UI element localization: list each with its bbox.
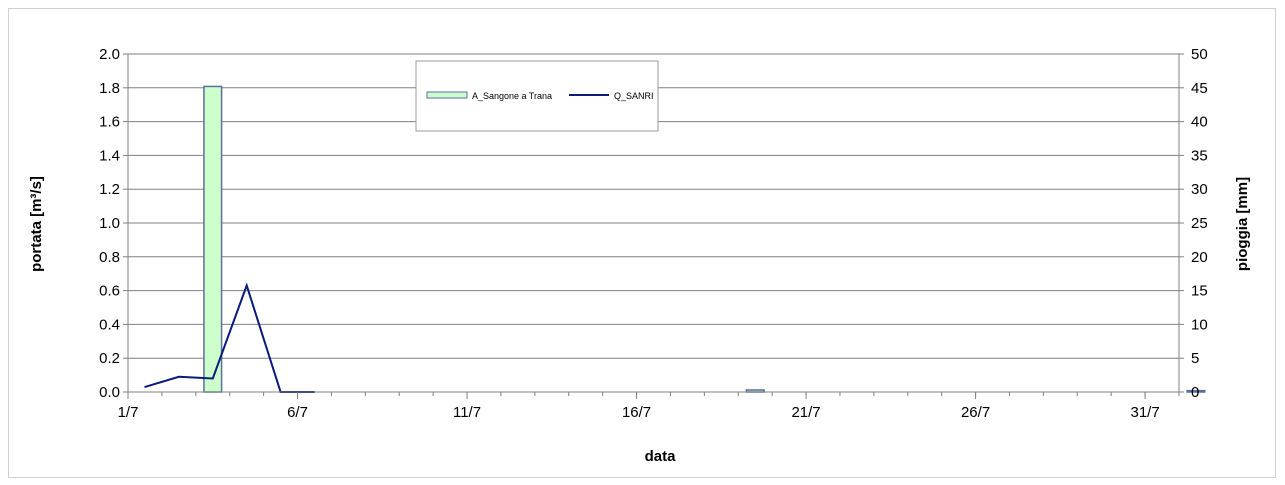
x-tick-label: 31/7 [1130, 404, 1159, 421]
y-right-tick-label: 10 [1191, 316, 1208, 333]
line-point [245, 284, 248, 287]
y-left-tick-label: 1.0 [99, 215, 120, 232]
ticks-layer: 0.0 0.2 0.4 0.6 0.8 1.0 1.2 1.4 1.6 1.8 2.0 0 5 10 15 2… [99, 46, 1208, 421]
legend-line-label: Q_SANRI [614, 91, 654, 101]
y-right-tick-label: 40 [1191, 114, 1208, 131]
bar-rain [203, 85, 223, 393]
y-right-tick-label: 50 [1191, 46, 1208, 63]
chart-svg: 0.0 0.2 0.4 0.6 0.8 1.0 1.2 1.4 1.6 1.8 2.0 0 5 10 15 2… [28, 46, 1251, 465]
y-right-tick-label: 0 [1191, 384, 1199, 401]
y-left-tick-label: 0.6 [99, 283, 120, 300]
x-tick-label: 1/7 [118, 404, 139, 421]
y-left-tick-label: 0.8 [99, 249, 120, 266]
x-axis-title: data [645, 448, 677, 465]
line-point [144, 386, 146, 388]
y-right-tick-label: 30 [1191, 181, 1208, 198]
line-point [178, 375, 180, 378]
y-left-tick-label: 1.4 [99, 147, 120, 164]
legend: A_Sangone a Trana Q_SANRI [415, 60, 659, 132]
y-left-tick-label: 2.0 [99, 46, 120, 63]
y-left-tick-label: 1.8 [99, 80, 120, 97]
y-left-tick-label: 0.2 [99, 350, 120, 367]
y-right-tick-label: 45 [1191, 80, 1208, 97]
line-point [211, 377, 214, 380]
x-tick-label: 16/7 [622, 404, 651, 421]
y-left-tick-label: 1.2 [99, 181, 120, 198]
y-left-tick-label: 0.4 [99, 316, 120, 333]
chart-frame: 0.0 0.2 0.4 0.6 0.8 1.0 1.2 1.4 1.6 1.8 2.0 0 5 10 15 2… [8, 8, 1276, 478]
y-right-tick-label: 20 [1191, 249, 1208, 266]
bar-rain [1186, 389, 1206, 393]
y-right-tick-label: 5 [1191, 350, 1199, 367]
axes-layer [123, 53, 1184, 399]
y-left-tick-label: 0.0 [99, 384, 120, 401]
y-right-tick-label: 35 [1191, 147, 1208, 164]
y-axis-left-title: portata [m³/s] [28, 176, 45, 272]
y-left-tick-label: 1.6 [99, 114, 120, 131]
y-axis-right-title: pioggia [mm] [1234, 177, 1251, 271]
y-right-tick-label: 25 [1191, 215, 1208, 232]
bars-layer [203, 85, 1206, 393]
x-tick-label: 6/7 [287, 404, 308, 421]
x-tick-label: 26/7 [961, 404, 990, 421]
x-tick-label: 11/7 [453, 404, 481, 421]
y-right-tick-label: 15 [1191, 283, 1208, 300]
line-layer [144, 282, 316, 393]
x-tick-label: 21/7 [791, 404, 820, 421]
legend-bar-label: A_Sangone a Trana [472, 91, 552, 101]
legend-bar-swatch [426, 91, 468, 99]
line-flow [144, 282, 315, 393]
